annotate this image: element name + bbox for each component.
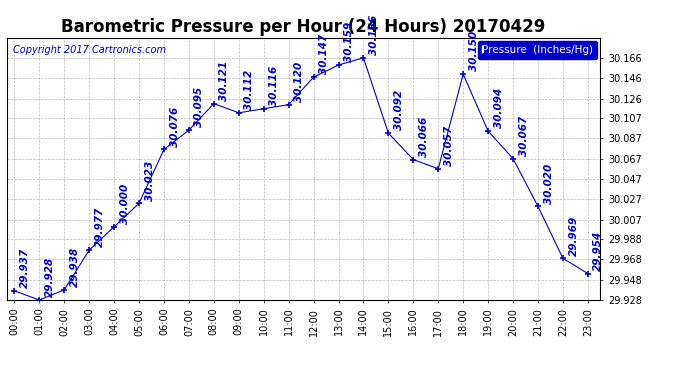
Text: 30.159: 30.159	[344, 22, 354, 62]
Text: 30.112: 30.112	[244, 70, 255, 110]
Text: 29.954: 29.954	[593, 231, 603, 271]
Text: 30.092: 30.092	[394, 90, 404, 130]
Text: 30.116: 30.116	[269, 66, 279, 106]
Text: 29.937: 29.937	[20, 248, 30, 288]
Text: 29.928: 29.928	[45, 257, 55, 297]
Text: 30.166: 30.166	[369, 15, 379, 55]
Text: 30.094: 30.094	[493, 88, 504, 128]
Text: 30.023: 30.023	[145, 160, 155, 201]
Text: Copyright 2017 Cartronics.com: Copyright 2017 Cartronics.com	[13, 45, 166, 56]
Text: 30.121: 30.121	[219, 61, 229, 101]
Text: 30.120: 30.120	[294, 62, 304, 102]
Text: 30.095: 30.095	[195, 87, 204, 127]
Text: 30.150: 30.150	[469, 31, 479, 71]
Text: 29.977: 29.977	[95, 207, 105, 248]
Text: 30.057: 30.057	[444, 126, 454, 166]
Text: 30.147: 30.147	[319, 34, 329, 74]
Title: Barometric Pressure per Hour (24 Hours) 20170429: Barometric Pressure per Hour (24 Hours) …	[61, 18, 546, 36]
Legend: Pressure  (Inches/Hg): Pressure (Inches/Hg)	[478, 40, 597, 59]
Text: 30.000: 30.000	[119, 184, 130, 224]
Text: 30.020: 30.020	[544, 164, 553, 204]
Text: 30.066: 30.066	[419, 117, 429, 157]
Text: 29.938: 29.938	[70, 247, 80, 287]
Text: 30.076: 30.076	[170, 106, 179, 147]
Text: 30.067: 30.067	[519, 116, 529, 156]
Text: 29.969: 29.969	[569, 215, 578, 255]
